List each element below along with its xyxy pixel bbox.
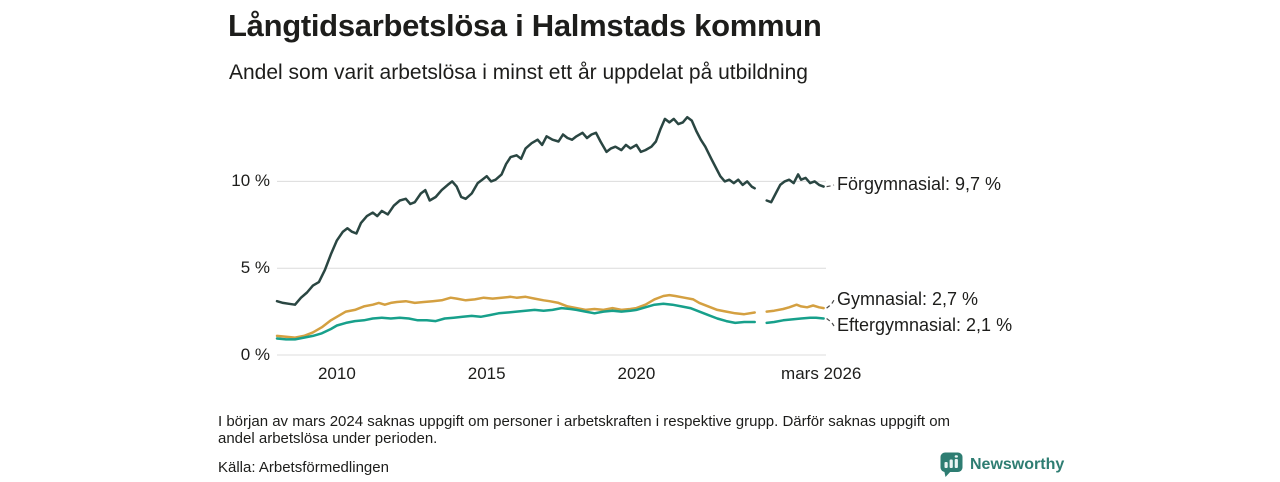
series-end-label-gymnasial: Gymnasial: 2,7 % [837,289,979,309]
series-line-gymnasial [275,293,756,339]
x-axis-tick-label: 2015 [467,364,506,383]
chart-footnote: I början av mars 2024 saknas uppgift om … [218,413,950,447]
x-axis-tick-label: mars 2026 [781,364,862,383]
brand-logo: Newsworthy [940,452,1064,477]
x-axis-tick-label: 2010 [317,364,356,383]
y-axis-tick-label: 10 % [231,171,270,191]
brand-name: Newsworthy [970,455,1065,473]
series-end-label-förgymnasial: Förgymnasial: 9,7 % [837,174,1002,194]
chart-plot-area [275,105,842,356]
source-note: Källa: Arbetsförmedlingen [218,459,389,476]
y-axis-tick-label: 5 % [240,258,270,278]
series-end-label-eftergymnasial: Eftergymnasial: 2,1 % [837,315,1013,335]
label-connector [826,318,835,327]
label-connector [826,299,835,309]
page-subtitle: Andel som varit arbetslösa i minst ett å… [229,61,808,84]
series-line-förgymnasial [765,173,825,204]
series-line-förgymnasial [275,115,756,306]
x-axis-tick-label: 2020 [617,364,656,383]
bar-chart-speech-bubble-icon [940,452,963,477]
page-title: Långtidsarbetslösa i Halmstads kommun [228,8,822,43]
footnote-line-2: andel arbetslösa under perioden. [218,430,438,447]
series-line-eftergymnasial [765,316,825,325]
series-line-eftergymnasial [275,302,756,341]
chart-svg [275,115,835,356]
label-connector [826,184,835,188]
footnote-line-1: I början av mars 2024 saknas uppgift om … [218,413,951,430]
y-axis-tick-label: 0 % [240,345,270,364]
series-line-gymnasial [765,303,825,313]
